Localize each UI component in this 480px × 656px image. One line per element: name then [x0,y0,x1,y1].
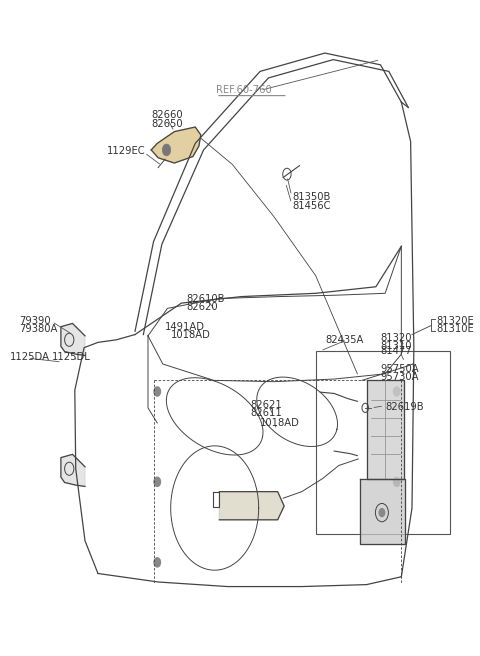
Text: 82610B: 82610B [186,293,225,304]
Bar [316,351,450,534]
Polygon shape [61,323,85,356]
Text: 1129EC: 1129EC [107,146,146,156]
Polygon shape [151,127,201,163]
Circle shape [394,387,400,396]
Text: 1125DL: 1125DL [52,352,90,363]
Polygon shape [61,455,85,486]
Text: 81477: 81477 [381,346,412,356]
Polygon shape [360,479,405,544]
Circle shape [154,558,160,567]
Text: 95750A: 95750A [381,364,419,374]
Circle shape [394,478,400,486]
Text: 81320: 81320 [381,333,412,344]
Text: 81310E: 81310E [436,324,474,335]
Circle shape [162,144,171,156]
Text: 82621: 82621 [251,400,283,410]
Text: 82660: 82660 [151,110,183,120]
Text: REF.60-760: REF.60-760 [216,85,272,95]
Text: 82435A: 82435A [325,335,363,345]
Text: 1125DA: 1125DA [10,352,50,363]
Polygon shape [219,491,284,520]
Text: 79390: 79390 [19,316,51,327]
Text: 82619B: 82619B [385,401,424,411]
Text: 81350B: 81350B [292,192,331,202]
Text: 81310: 81310 [381,341,412,352]
Polygon shape [367,380,404,479]
Text: 81456C: 81456C [292,201,331,211]
Text: 1018AD: 1018AD [171,330,211,340]
Text: 82650: 82650 [151,119,183,129]
Circle shape [154,478,160,486]
Text: 79380A: 79380A [19,324,58,335]
Text: 95730A: 95730A [381,372,419,382]
Text: 82611: 82611 [251,408,283,418]
Text: 81320E: 81320E [436,316,474,327]
Text: 1491AD: 1491AD [165,321,205,332]
Circle shape [379,508,384,516]
Text: 1018AD: 1018AD [260,418,300,428]
Circle shape [154,387,160,396]
Text: 82620: 82620 [186,302,217,312]
